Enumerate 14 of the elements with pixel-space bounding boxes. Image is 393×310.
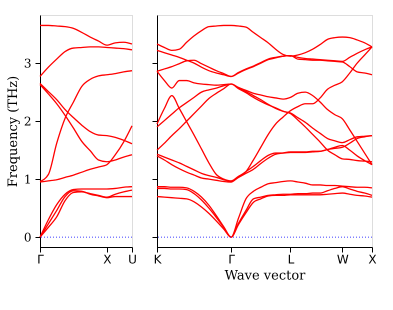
x-tick-label: U <box>128 252 137 266</box>
x-tick-label: Γ <box>228 252 236 266</box>
y-tick-label: 0 <box>24 230 32 245</box>
y-tick-label: 1 <box>24 172 32 187</box>
y-tick-label: 2 <box>24 114 32 129</box>
x-tick-label: X <box>103 252 112 266</box>
x-tick-label: Γ <box>37 252 44 266</box>
x-tick-label: L <box>288 252 295 266</box>
y-tick-label: 3 <box>24 56 32 71</box>
x-tick-label: X <box>368 252 377 266</box>
y-axis-title: Frequency (THz) <box>6 76 21 188</box>
x-tick-label: K <box>154 252 163 266</box>
x-tick-label: W <box>336 252 349 266</box>
x-axis-title: Wave vector <box>224 268 306 284</box>
